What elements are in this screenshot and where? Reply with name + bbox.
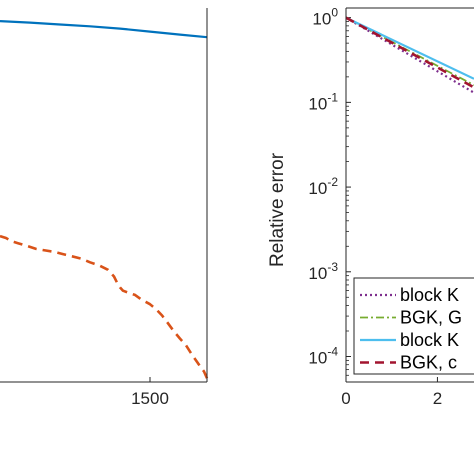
legend-label: BGK, c [400, 353, 457, 373]
left-axes [0, 8, 208, 383]
right-y-tick-label: 100 [312, 6, 338, 29]
right-y-tick-label: 10-1 [308, 90, 338, 113]
right-series-4-line [345, 16, 474, 89]
right-axes [345, 7, 474, 383]
right-x-tick-label: 2 [433, 389, 442, 408]
legend-box [353, 277, 474, 375]
left-x-ticks: 1500 [131, 377, 169, 408]
left-series-group [0, 20, 209, 379]
legend-label: BGK, G [400, 308, 462, 328]
right-y-axis-label: Relative error [267, 152, 288, 267]
right-y-tick-label: 10-2 [308, 175, 338, 198]
right-series-group [345, 16, 474, 94]
left-series-1-line [0, 20, 208, 39]
left-x-tick-label: 1500 [131, 389, 169, 408]
right-y-tick-label: 10-4 [308, 344, 338, 367]
left-chart: 1500 [0, 8, 209, 408]
right-x-tick-label: 0 [341, 389, 350, 408]
legend-label: block K [400, 330, 459, 350]
legend-label: block K [400, 285, 459, 305]
left-series-2-line [0, 234, 209, 379]
right-y-tick-label: 10-3 [308, 260, 338, 283]
